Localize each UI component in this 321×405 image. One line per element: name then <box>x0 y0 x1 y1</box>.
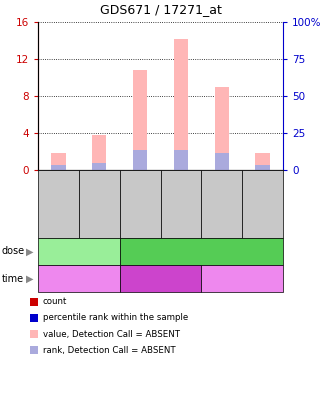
Bar <box>133 150 147 170</box>
Text: untreated: untreated <box>53 247 105 256</box>
Bar <box>51 165 65 170</box>
Text: 3 h: 3 h <box>234 273 250 283</box>
Text: ▶: ▶ <box>26 273 33 283</box>
Text: 0 h: 0 h <box>71 273 87 283</box>
Bar <box>215 87 229 170</box>
Text: ▶: ▶ <box>26 247 33 256</box>
Bar <box>215 153 229 170</box>
Text: 1 h: 1 h <box>152 273 169 283</box>
Text: GSM18329: GSM18329 <box>217 181 226 227</box>
Text: 0.1 uM IAA: 0.1 uM IAA <box>173 247 229 256</box>
Bar <box>133 70 147 170</box>
Bar <box>92 135 106 170</box>
Bar <box>51 153 65 170</box>
Bar <box>256 153 270 170</box>
Text: dose: dose <box>2 247 25 256</box>
Bar <box>92 162 106 170</box>
Text: GSM18328: GSM18328 <box>177 181 186 227</box>
Text: count: count <box>43 298 67 307</box>
Text: value, Detection Call = ABSENT: value, Detection Call = ABSENT <box>43 330 180 339</box>
Bar <box>256 165 270 170</box>
Text: GSM18327: GSM18327 <box>135 181 144 227</box>
Text: time: time <box>2 273 24 283</box>
Text: percentile rank within the sample: percentile rank within the sample <box>43 313 188 322</box>
Text: GSM18325: GSM18325 <box>54 181 63 227</box>
Text: GSM18330: GSM18330 <box>258 181 267 227</box>
Bar <box>174 150 188 170</box>
Text: rank, Detection Call = ABSENT: rank, Detection Call = ABSENT <box>43 345 176 354</box>
Bar <box>174 38 188 170</box>
Text: GDS671 / 17271_at: GDS671 / 17271_at <box>100 3 221 16</box>
Text: GSM18326: GSM18326 <box>95 181 104 227</box>
